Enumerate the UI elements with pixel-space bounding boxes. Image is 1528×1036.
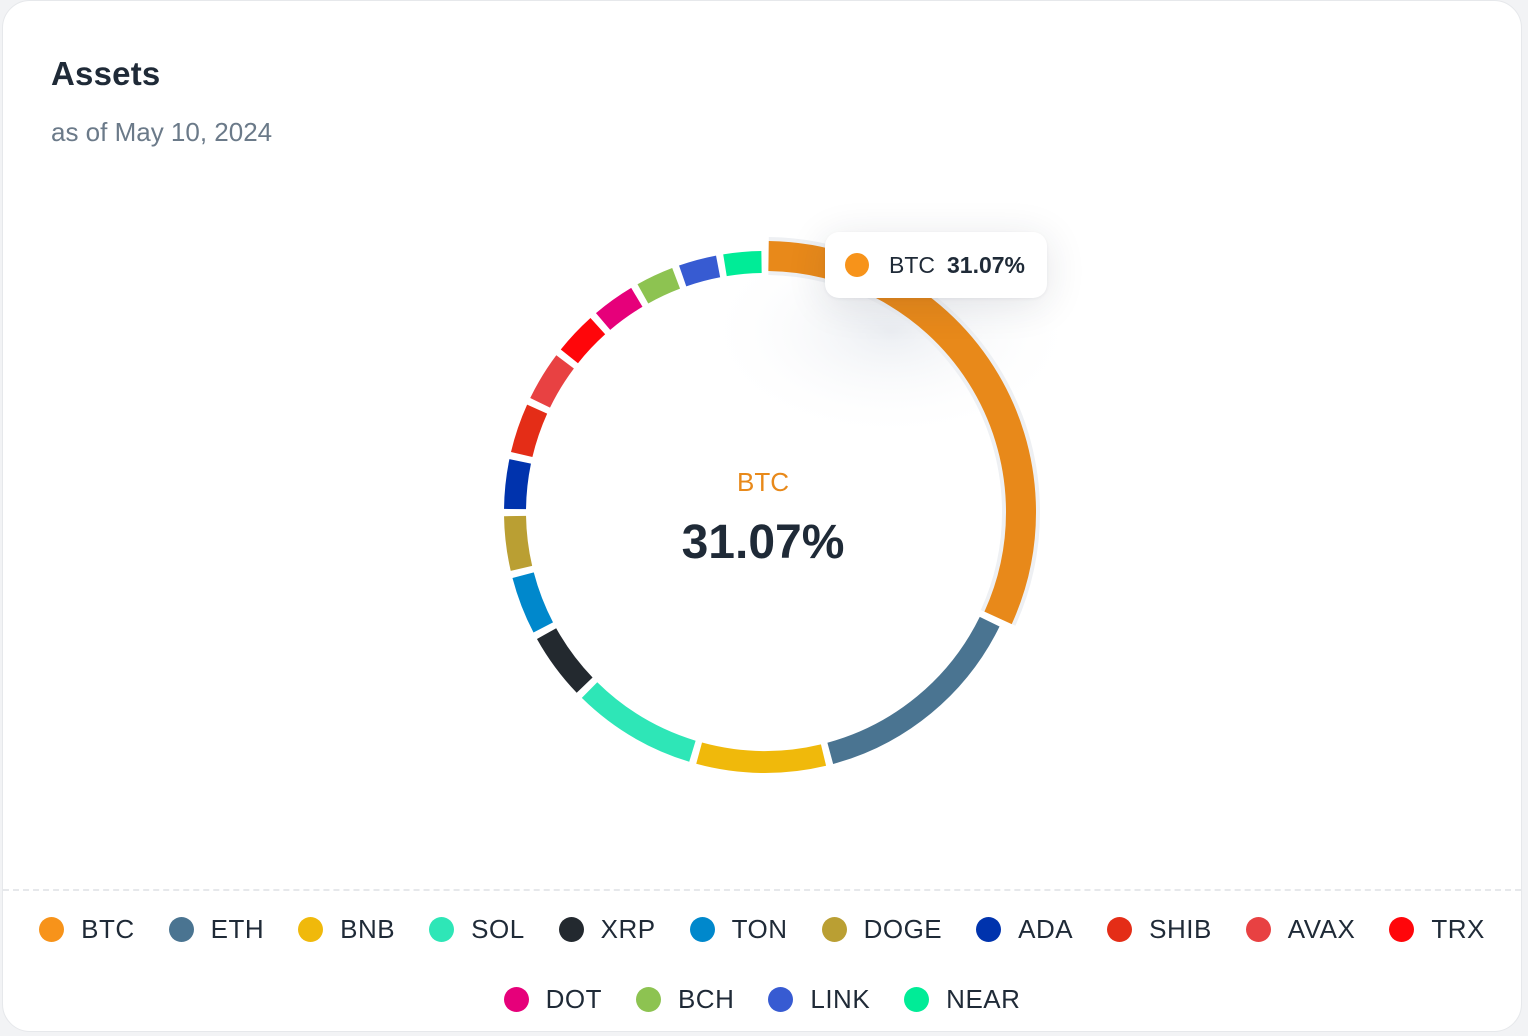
legend-row-1: BTC ETH BNB SOL XRP TON DOGE ADA SHIB AV… xyxy=(3,909,1521,949)
legend-label: BTC xyxy=(81,913,135,944)
legend-label: NEAR xyxy=(946,983,1021,1014)
legend-item-bnb[interactable]: BNB xyxy=(298,914,395,945)
donut-segment-trx[interactable] xyxy=(560,317,606,364)
legend-dot xyxy=(768,986,794,1012)
donut-segment-ton[interactable] xyxy=(512,572,554,633)
center-asset-label: BTC xyxy=(737,467,789,497)
legend-item-link[interactable]: LINK xyxy=(768,984,870,1015)
chart-tooltip: BTC 31.07% xyxy=(825,232,1048,298)
legend-label: TON xyxy=(731,913,788,944)
legend-item-ada[interactable]: ADA xyxy=(976,914,1073,945)
legend-item-dot[interactable]: DOT xyxy=(503,983,602,1015)
card-title: Assets xyxy=(51,55,161,92)
legend-item-near[interactable]: NEAR xyxy=(904,984,1020,1015)
legend-item-shib[interactable]: SHIB xyxy=(1107,914,1212,945)
legend-label: DOGE xyxy=(863,913,943,944)
legend-dot xyxy=(503,986,529,1012)
legend-dot xyxy=(904,986,930,1012)
legend-item-trx[interactable]: TRX xyxy=(1389,914,1485,945)
legend-label: ETH xyxy=(210,913,265,944)
legend-label: ADA xyxy=(1018,913,1074,944)
donut-segment-link[interactable] xyxy=(679,255,721,287)
legend-label: LINK xyxy=(810,983,871,1014)
legend-dot xyxy=(429,916,455,942)
donut-segment-doge[interactable] xyxy=(504,515,533,571)
legend-dot xyxy=(1245,916,1271,942)
donut-segment-xrp[interactable] xyxy=(536,628,593,693)
donut-segment-eth[interactable] xyxy=(827,616,1000,764)
legend-item-avax[interactable]: AVAX xyxy=(1245,913,1356,945)
legend-label: SOL xyxy=(471,913,525,944)
legend-label: XRP xyxy=(600,913,656,944)
legend-item-xrp[interactable]: XRP xyxy=(558,913,656,945)
legend-item-doge[interactable]: DOGE xyxy=(821,913,943,945)
center-asset-value: 31.07% xyxy=(681,516,845,569)
legend-label: SHIB xyxy=(1149,913,1212,944)
legend-label: BCH xyxy=(677,983,735,1014)
legend-dot xyxy=(635,986,661,1012)
legend-item-sol[interactable]: SOL xyxy=(429,914,525,945)
legend-label: AVAX xyxy=(1287,913,1356,944)
legend-dot xyxy=(689,916,715,942)
card-subtitle: as of May 10, 2024 xyxy=(51,117,273,147)
legend-dot xyxy=(1107,916,1133,942)
donut-segment-near[interactable] xyxy=(723,251,762,277)
legend-dot xyxy=(168,916,194,942)
legend-dot xyxy=(976,916,1002,942)
legend-dot xyxy=(298,916,324,942)
tooltip-value: 31.07% xyxy=(947,251,1026,278)
legend-dot xyxy=(1389,916,1415,942)
legend-dot xyxy=(821,916,847,942)
donut-segment-bnb[interactable] xyxy=(696,742,827,773)
legend-label: TRX xyxy=(1431,913,1485,944)
legend-item-ton[interactable]: TON xyxy=(689,913,788,945)
legend-label: DOT xyxy=(545,983,602,1014)
donut-segment-shib[interactable] xyxy=(510,404,548,458)
legend-item-btc[interactable]: BTC xyxy=(39,914,135,945)
donut-chart xyxy=(504,221,1081,773)
tooltip-color-dot xyxy=(845,253,869,277)
legend-row-2: DOT BCH LINK NEAR xyxy=(3,979,1521,1019)
donut-segment-bch[interactable] xyxy=(637,268,681,304)
legend-dot xyxy=(558,916,584,942)
legend-divider xyxy=(3,889,1521,891)
donut-segment-dot[interactable] xyxy=(595,287,643,331)
tooltip-label: BTC xyxy=(889,251,935,278)
legend-label: BNB xyxy=(340,913,396,944)
legend-item-eth[interactable]: ETH xyxy=(168,913,265,945)
donut-segment-ada[interactable] xyxy=(504,459,531,510)
legend-dot xyxy=(39,916,65,942)
donut-segment-avax[interactable] xyxy=(530,355,575,408)
legend-item-bch[interactable]: BCH xyxy=(635,983,735,1015)
donut-segment-sol[interactable] xyxy=(581,682,696,762)
